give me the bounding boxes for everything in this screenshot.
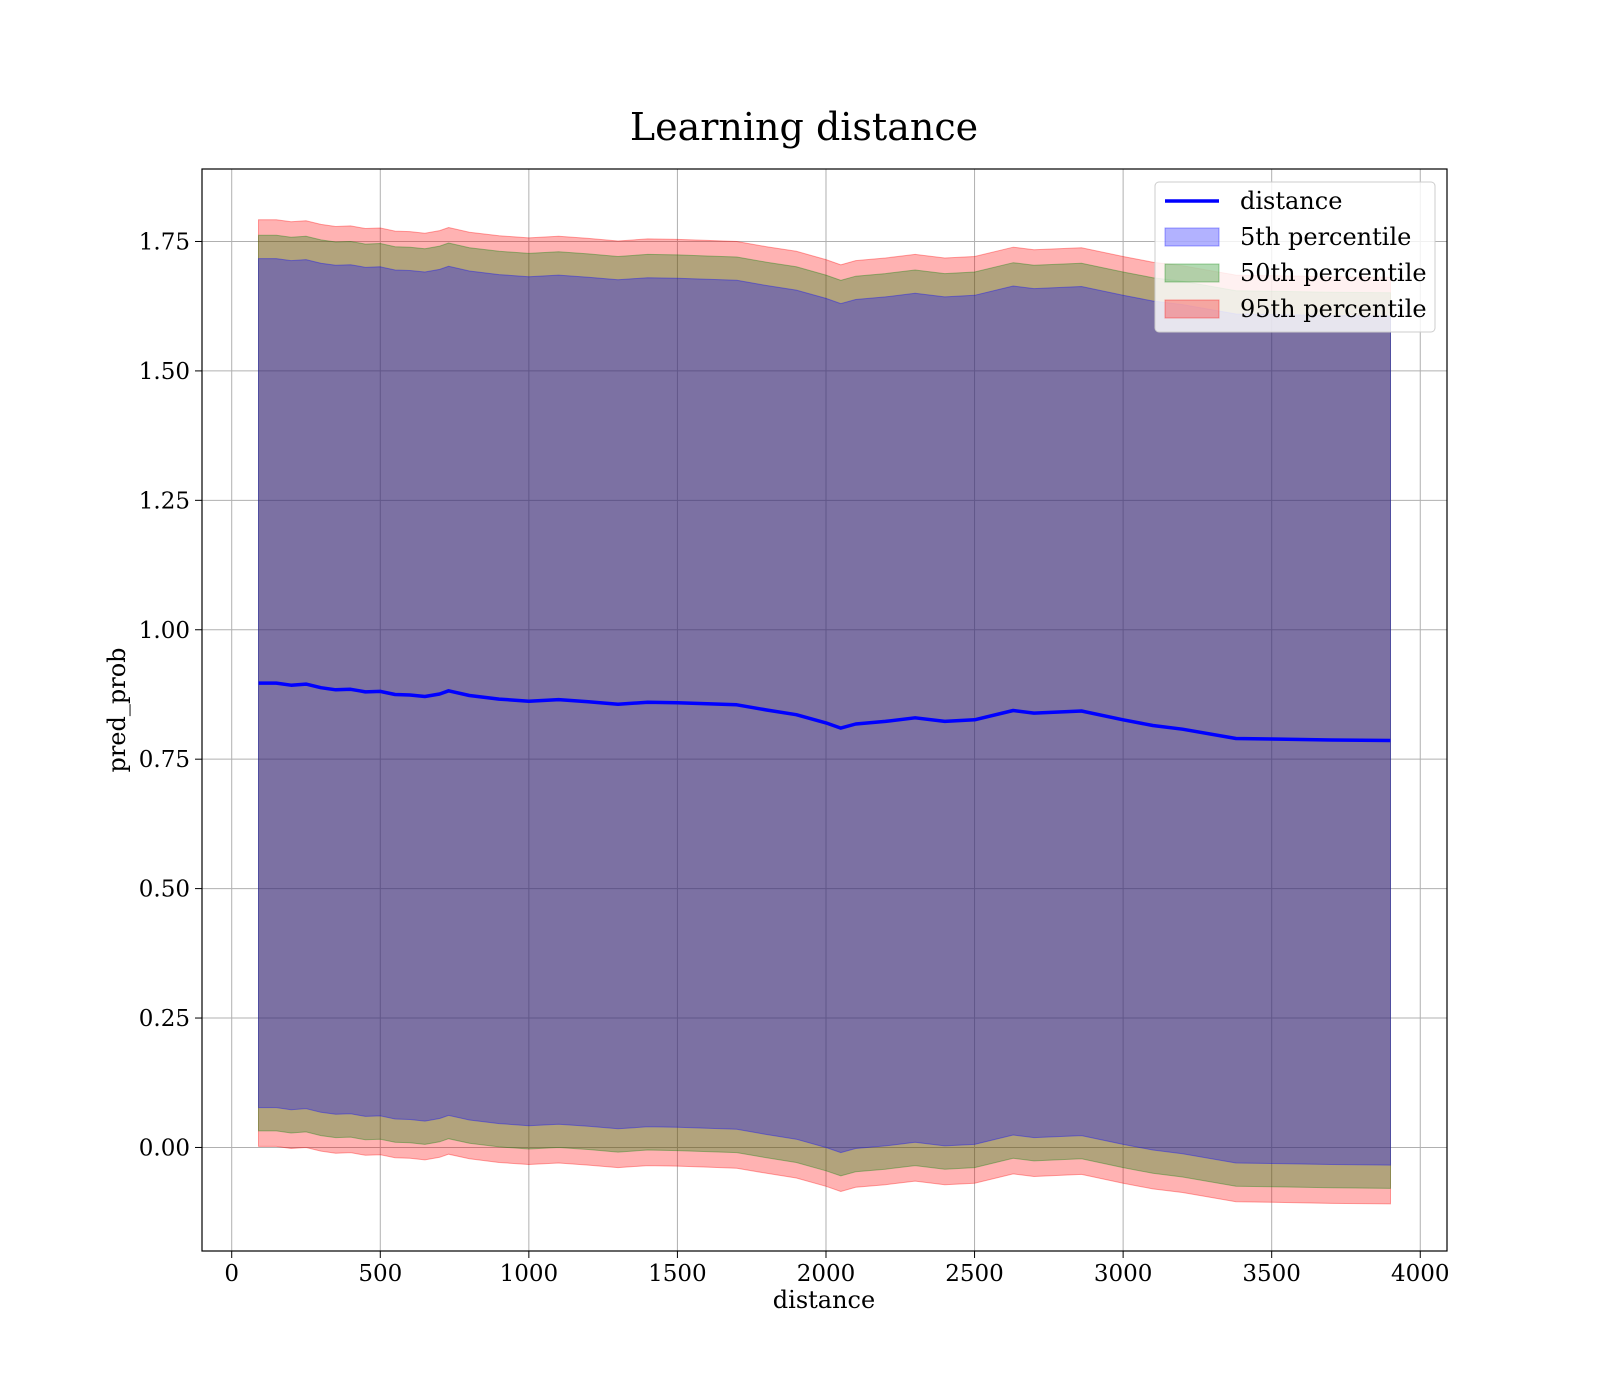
y-tick-label: 1.75 [139,229,190,255]
x-tick-label: 500 [358,1261,402,1287]
x-tick-label: 1500 [648,1261,707,1287]
plot-frame [201,168,1448,1252]
y-tick-label: 1.25 [139,488,190,514]
chart-title: Learning distance [630,105,978,149]
legend: distance 5th percentile 50th percentile 95t… [1154,181,1436,333]
legend-label: distance [1240,187,1342,215]
legend-entry: distance [1165,187,1342,215]
y-tick-label: 1.50 [139,359,190,385]
x-tick-label: 3500 [1242,1261,1301,1287]
legend-entry: 5th percentile [1164,223,1411,251]
x-tick-label: 2500 [945,1261,1004,1287]
legend-label: 95th percentile [1240,295,1427,323]
x-tick-label: 2000 [797,1261,856,1287]
legend-label: 5th percentile [1240,223,1411,251]
y-tick-label: 0.75 [139,747,190,773]
y-tick-label: 0.00 [139,1135,190,1161]
x-tick-label: 4000 [1391,1261,1450,1287]
legend-entry: 50th percentile [1164,259,1427,287]
x-tick-label: 3000 [1094,1261,1153,1287]
x-tick-label: 0 [224,1261,239,1287]
legend-box [1154,181,1436,333]
grid [202,169,1447,1251]
x-tick-label: 1000 [500,1261,559,1287]
legend-entry: 95th percentile [1164,295,1427,323]
legend-swatch-patch [1164,299,1220,319]
percentile-bands [258,219,1391,1205]
y-tick-label: 0.50 [139,877,190,903]
legend-label: 50th percentile [1240,259,1427,287]
y-tick-label: 0.25 [139,1006,190,1032]
x-axis-ticks: 0 500 1000 1500 2000 2500 3000 3500 4000 [224,1251,1450,1287]
y-axis-ticks: 0.00 0.25 0.50 0.75 1.00 1.25 1.50 1.75 [139,229,202,1161]
band-5th-percentile [258,258,1391,1166]
series-lines [258,681,1391,743]
band-50th-percentile [258,234,1391,1189]
legend-swatch-patch [1164,227,1220,247]
line-distance [258,681,1391,743]
legend-swatch-patch [1164,263,1220,283]
band-95th-percentile [258,219,1391,1205]
x-axis-label: distance [773,1286,875,1314]
y-tick-label: 1.00 [139,618,190,644]
y-axis-label: pred_prob [103,647,131,772]
